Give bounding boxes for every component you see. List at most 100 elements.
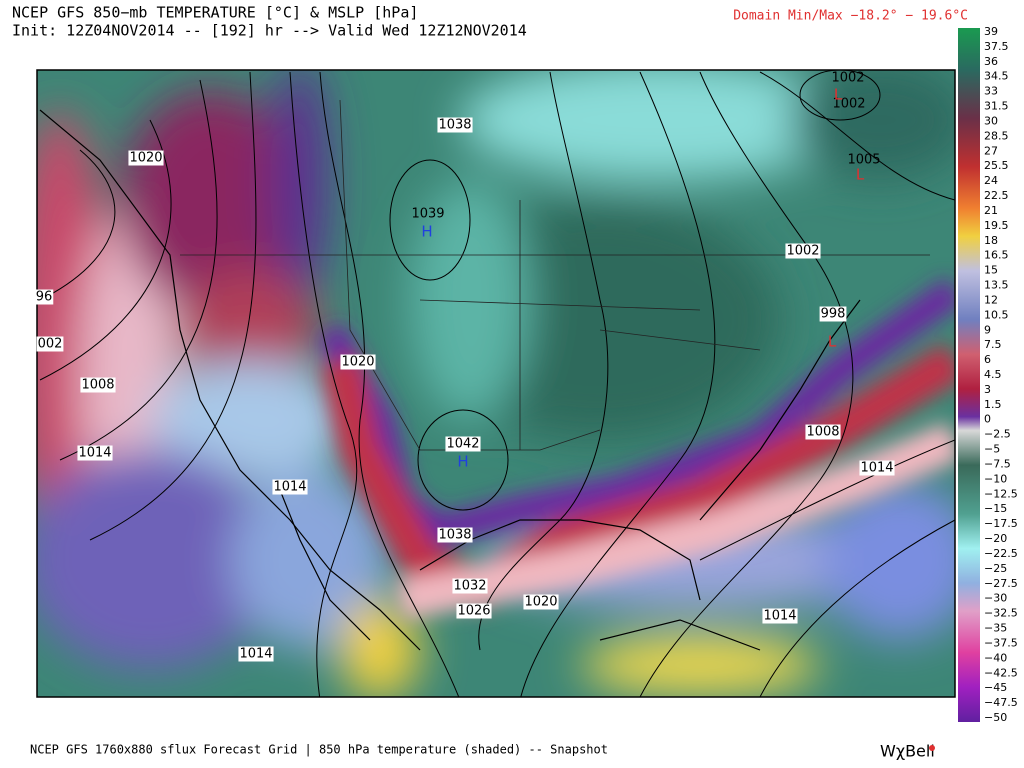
isobar-label: 002 — [38, 337, 63, 352]
map — [37, 70, 955, 697]
pressure-center: H — [421, 223, 432, 241]
isobar-label-box — [36, 336, 64, 352]
isobar-label-box — [456, 603, 492, 619]
colorbar-label: 27 — [984, 144, 998, 157]
isobar-label: 998 — [821, 307, 846, 322]
colorbar-label: 21 — [984, 204, 998, 217]
isobar-label-box — [452, 578, 488, 594]
colorbar-label: −35 — [984, 622, 1007, 635]
colorbar-label: 0 — [984, 413, 991, 426]
colorbar-label: −17.5 — [984, 517, 1018, 530]
domain-min-max: Domain Min/Max −18.2° − 19.6°C — [733, 9, 968, 24]
isobar-label-box — [445, 436, 481, 452]
colorbar-label: 31.5 — [984, 100, 1009, 113]
pressure-center: L — [828, 333, 837, 351]
colorbar-label: −27.5 — [984, 577, 1018, 590]
isobar-label: 1008 — [81, 378, 114, 393]
colorbar-label: −32.5 — [984, 607, 1018, 620]
isobar-label: 1002 — [831, 71, 864, 86]
colorbar-label: 4.5 — [984, 368, 1002, 381]
isobar-label: 1038 — [438, 118, 471, 133]
isobar-label-box — [340, 354, 376, 370]
colorbar-label: 9 — [984, 323, 991, 336]
colorbar-label: −22.5 — [984, 547, 1018, 560]
colorbar-label: −2.5 — [984, 428, 1011, 441]
colorbar-label: −45 — [984, 681, 1007, 694]
isobar-label-box — [437, 117, 473, 133]
colorbar-label: 34.5 — [984, 70, 1009, 83]
isobar-label-box — [80, 377, 116, 393]
isobar-label: 1026 — [457, 604, 490, 619]
isobar-label: 1008 — [806, 425, 839, 440]
isobar-label: 1014 — [78, 446, 111, 461]
isobar-label-box — [34, 289, 54, 305]
isobar-label: 96 — [36, 290, 53, 305]
isobar-label-box — [77, 445, 113, 461]
isobar-label: 1020 — [524, 595, 557, 610]
isobar-label-box — [523, 594, 559, 610]
isobar-label-box — [128, 150, 164, 166]
colorbar-label: 6 — [984, 353, 991, 366]
isobar-label: 1042 — [446, 437, 479, 452]
colorbar-label: 7.5 — [984, 338, 1002, 351]
colorbar-label: −50 — [984, 711, 1007, 724]
colorbar-label: 24 — [984, 174, 998, 187]
colorbar-label: 30 — [984, 114, 998, 127]
isobar-label: 1020 — [129, 151, 162, 166]
isobar-label: 1038 — [438, 528, 471, 543]
isobar-label-box — [437, 527, 473, 543]
logo-dot — [929, 745, 935, 751]
colorbar-label: −20 — [984, 532, 1007, 545]
colorbar-label: −37.5 — [984, 636, 1018, 649]
logo: WχBell — [880, 742, 935, 761]
colorbar-label: 3 — [984, 383, 991, 396]
colorbar-label: 12 — [984, 293, 998, 306]
footer: NCEP GFS 1760x880 sflux Forecast Grid | … — [30, 743, 608, 757]
title: NCEP GFS 850−mb TEMPERATURE [°C] & MSLP … — [12, 4, 418, 22]
isobar-label: 1014 — [273, 480, 306, 495]
colorbar-label: 37.5 — [984, 40, 1009, 53]
isobar-label-box — [762, 608, 798, 624]
colorbar-label: −5 — [984, 443, 1000, 456]
colorbar-label: 39 — [984, 25, 998, 38]
colorbar-label: −10 — [984, 472, 1007, 485]
colorbar-label: 19.5 — [984, 219, 1009, 232]
isobar-label: 1002 — [786, 244, 819, 259]
isobar-label: 1005 — [847, 153, 880, 168]
colorbar-label: −15 — [984, 502, 1007, 515]
colorbar-label: 1.5 — [984, 398, 1002, 411]
colorbar-label: −40 — [984, 651, 1007, 664]
isobar-label: 1020 — [341, 355, 374, 370]
pressure-center: L — [834, 86, 843, 104]
colorbar — [958, 28, 980, 722]
colorbar-label: −12.5 — [984, 487, 1018, 500]
colorbar-label: −25 — [984, 562, 1007, 575]
colorbar-label: 15 — [984, 264, 998, 277]
isobar-label-box — [859, 460, 895, 476]
colorbar-label: 28.5 — [984, 129, 1009, 142]
pressure-center: H — [457, 453, 468, 471]
map-frame — [36, 69, 956, 698]
colorbar-label: 18 — [984, 234, 998, 247]
isobar-label: 1039 — [411, 207, 444, 222]
isobar-label: 1032 — [453, 579, 486, 594]
isobar-label: 1014 — [860, 461, 893, 476]
colorbar-label: −42.5 — [984, 666, 1018, 679]
isobar-label: 1002 — [832, 97, 865, 112]
colorbar-label: −30 — [984, 592, 1007, 605]
colorbar-label: 25.5 — [984, 159, 1009, 172]
colorbar-label: 36 — [984, 55, 998, 68]
isobar-label: 1014 — [763, 609, 796, 624]
isobar-label-box — [785, 243, 821, 259]
isobar-label-box — [805, 424, 841, 440]
colorbar-label: 10.5 — [984, 308, 1009, 321]
pressure-center: L — [856, 166, 865, 184]
isobar-label-box — [819, 306, 847, 322]
isobar-label-box — [272, 479, 308, 495]
colorbar-label: −47.5 — [984, 696, 1018, 709]
isobar-label-box — [238, 646, 274, 662]
colorbar-label: 13.5 — [984, 279, 1009, 292]
colorbar-label: 22.5 — [984, 189, 1009, 202]
colorbar-label: 16.5 — [984, 249, 1009, 262]
